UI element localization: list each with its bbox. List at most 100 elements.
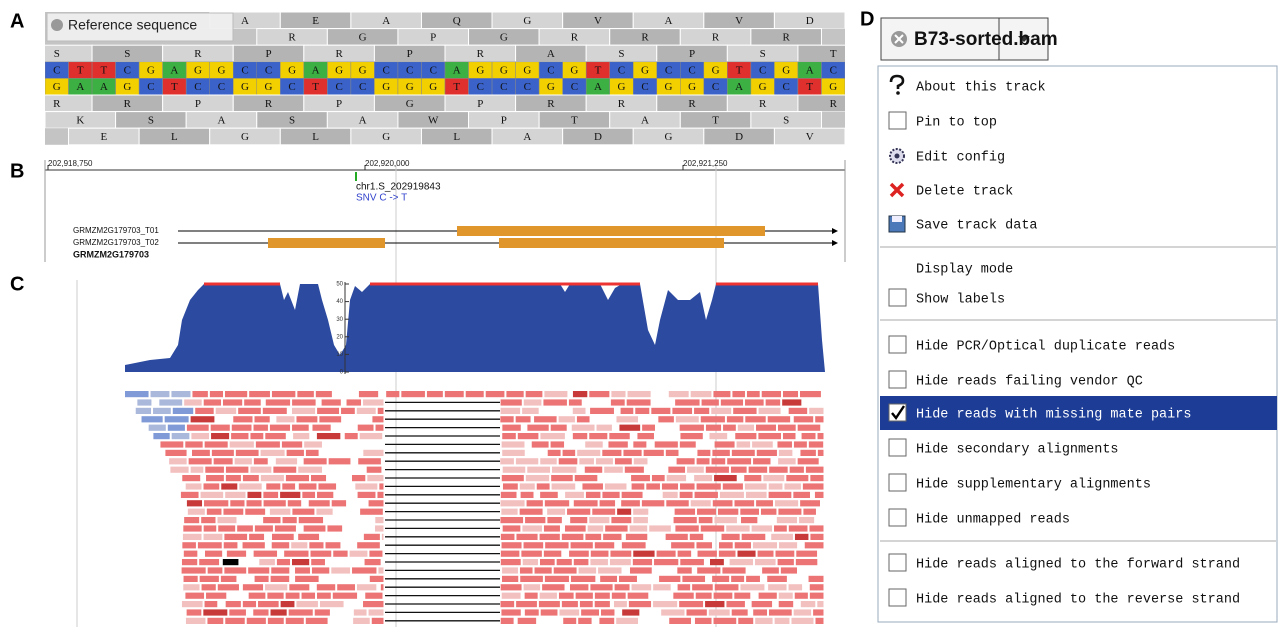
read [745, 416, 766, 423]
base-letter: G [665, 81, 673, 93]
read [672, 407, 693, 414]
read [572, 391, 588, 398]
menu-item[interactable]: Hide secondary alignments [916, 443, 1119, 458]
base-letter: T [100, 65, 107, 77]
read [669, 617, 691, 624]
checkbox[interactable] [888, 553, 907, 572]
read [426, 391, 443, 398]
read [172, 407, 194, 414]
checkbox[interactable] [888, 473, 907, 492]
read [266, 483, 281, 490]
aa-letter: P [430, 31, 436, 43]
checkbox[interactable] [888, 508, 907, 527]
checkbox[interactable] [888, 588, 907, 607]
read [805, 466, 824, 473]
read [183, 550, 198, 557]
menu-item[interactable]: Delete track [916, 185, 1013, 200]
menu-item[interactable]: Hide reads with missing mate pairs [916, 408, 1191, 423]
menu-item[interactable]: Pin to top [916, 116, 997, 131]
read [363, 399, 384, 406]
read [217, 584, 239, 591]
menu-item[interactable]: About this track [916, 81, 1046, 96]
menu-item[interactable]: Hide supplementary alignments [916, 478, 1151, 493]
read [235, 449, 259, 456]
read [598, 567, 622, 574]
read [733, 407, 757, 414]
read [788, 584, 803, 591]
menu-item[interactable]: Show labels [916, 293, 1005, 308]
checkbox[interactable] [888, 335, 907, 354]
read [564, 525, 586, 532]
menu-item[interactable]: Hide unmapped reads [916, 513, 1070, 528]
read [679, 441, 696, 448]
read [705, 424, 722, 431]
read [817, 449, 824, 456]
menu-item[interactable]: Hide reads aligned to the reverse strand [916, 593, 1240, 608]
close-icon[interactable] [51, 19, 63, 31]
menu-item[interactable]: Hide reads aligned to the forward strand [916, 558, 1240, 573]
read [723, 424, 736, 431]
base-letter: A [100, 81, 108, 93]
read [762, 567, 779, 574]
read [360, 508, 383, 515]
read [809, 584, 824, 591]
read [501, 592, 521, 599]
read [782, 391, 799, 398]
read [809, 592, 824, 599]
read [195, 407, 214, 414]
checkbox[interactable] [888, 111, 907, 130]
read [697, 567, 721, 574]
read [569, 550, 589, 557]
read [186, 424, 209, 431]
read [525, 475, 550, 482]
base-letter: G [500, 65, 508, 77]
aa-letter: E [312, 15, 319, 27]
aa-letter: R [194, 48, 202, 60]
read [271, 391, 296, 398]
read [665, 449, 679, 456]
read [768, 491, 792, 498]
read [675, 416, 699, 423]
read [381, 533, 384, 540]
read [627, 592, 649, 599]
read [731, 609, 748, 616]
read [559, 609, 580, 616]
menu-item[interactable]: Hide PCR/Optical duplicate reads [916, 340, 1175, 355]
read [365, 592, 383, 599]
read [284, 550, 309, 557]
read [731, 575, 745, 582]
base-letter: G [123, 81, 131, 93]
checkbox[interactable] [888, 370, 907, 389]
read [697, 550, 717, 557]
read [779, 542, 798, 549]
menu-item[interactable]: Hide reads failing vendor QC [916, 375, 1143, 390]
base-letter: C [194, 81, 201, 93]
menu-item[interactable]: Display mode [916, 263, 1013, 278]
read [222, 399, 243, 406]
read [269, 508, 291, 515]
read [182, 533, 202, 540]
axis-label: 0 [340, 370, 344, 376]
aa-letter: D [735, 131, 743, 143]
read [225, 466, 249, 473]
save-label [892, 216, 902, 222]
read [697, 508, 716, 515]
read [737, 424, 755, 431]
read [602, 491, 620, 498]
read [701, 399, 719, 406]
read [502, 483, 518, 490]
axis-label: 40 [336, 299, 343, 305]
read [617, 508, 632, 515]
read [225, 391, 248, 398]
read [531, 441, 549, 448]
read [318, 483, 337, 490]
menu-item[interactable]: Edit config [916, 151, 1005, 166]
panel-label: B [10, 160, 24, 182]
read [778, 592, 793, 599]
read [500, 584, 522, 591]
read [734, 542, 751, 549]
menu-item[interactable]: Save track data [916, 219, 1038, 234]
checkbox[interactable] [888, 288, 907, 307]
checkbox[interactable] [888, 438, 907, 457]
read [298, 533, 320, 540]
